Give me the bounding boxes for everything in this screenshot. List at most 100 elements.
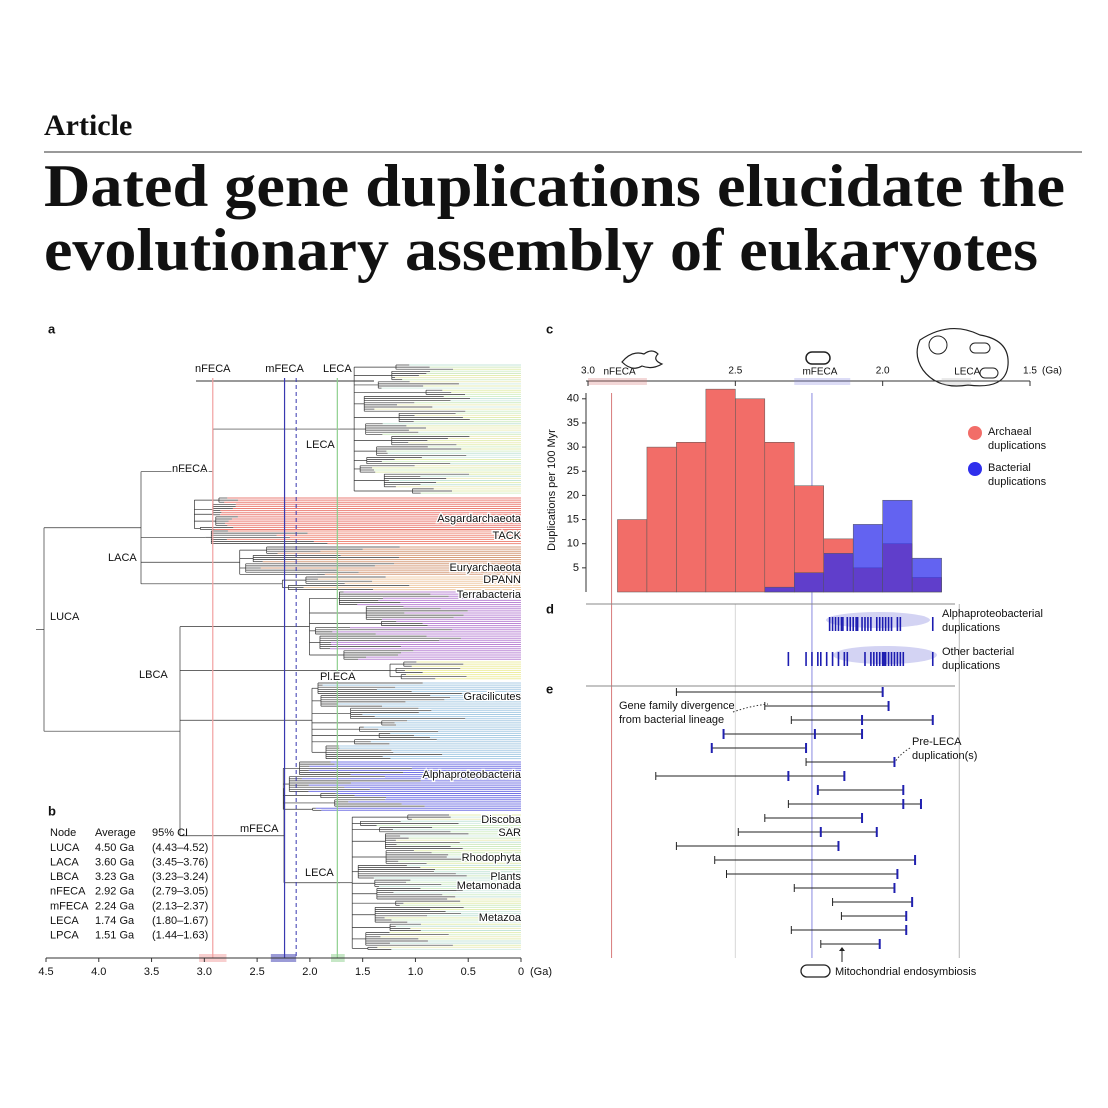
x-tick-label: 0.5 [461,966,476,978]
clade-label: Discoba [481,814,522,826]
histogram-bar [823,553,854,593]
legend-label: Bacterial duplications [988,462,1047,488]
histogram-bar [676,442,707,593]
node-label: LECA [306,439,335,451]
legend-swatch [968,462,982,476]
title-line: evolutionary assembly of eukaryotes [44,217,1038,283]
table-cell: nFECA [50,886,86,898]
x-tick-label: 2.0 [876,366,890,377]
ci-band [941,378,972,385]
node-label: LBCA [139,669,168,681]
table-cell: 1.51 Ga [95,930,135,942]
clade-label: Gracilicutes [464,691,522,703]
histogram-bar [794,572,824,593]
rug-label: Other bacterial duplications [942,646,1015,672]
x-tick-label: 1.5 [355,966,370,978]
node-label: LUCA [50,611,80,623]
x-tick-label: 2.5 [728,366,742,377]
histogram-bar [646,446,677,593]
bacterium-icon [805,351,831,365]
clade-label: TACK [492,530,521,542]
ci-band [794,378,851,385]
table-cell: LACA [50,857,79,869]
x-tick-label: 1.5 [1023,366,1037,377]
x-tick-label: 1.0 [408,966,423,978]
clade-label: SAR [498,827,521,839]
mitochondrion-icon [979,367,999,379]
y-tick-label: 25 [567,465,579,477]
x-tick-label: 3.0 [581,366,595,377]
clade-label: Terrabacteria [457,589,522,601]
panel-label: d [546,601,554,616]
clade-label: Asgardarchaeota [437,513,522,525]
table-cell: 2.24 Ga [95,900,135,912]
arrowhead [839,947,845,951]
node-age-label: LECA [323,363,352,375]
histogram-bar [911,557,942,593]
clade-label: Alphaproteobacteria [423,769,522,781]
y-tick-label: 35 [567,417,579,429]
panel-label: a [48,321,56,336]
table-cell: 4.50 Ga [95,842,135,854]
mitochondrion-icon [800,964,831,978]
histogram-bar [764,442,795,593]
clade-label: Metazoa [479,912,522,924]
histogram-bar [764,586,795,593]
node-age-label: mFECA [265,363,304,375]
table-cell: 3.23 Ga [95,871,135,883]
annotation: Mitochondrial endosymbiosis [835,966,977,978]
y-tick-label: 10 [567,538,579,550]
histogram-bar [705,388,736,593]
leader-line [894,747,911,763]
clade-label: Metamonada [457,880,522,892]
table-cell: (1.44–1.63) [152,930,208,942]
panel-label: e [546,681,553,696]
y-axis-title: Duplications per 100 Myr [546,429,558,551]
node-age-label: nFECA [603,367,636,378]
table-cell: (2.79–3.05) [152,886,208,898]
panel-label: b [48,803,56,818]
node-label: LECA [305,867,334,879]
table-cell: (4.43–4.52) [152,842,208,854]
clade-label: DPANN [483,574,521,586]
table-cell: LUCA [50,842,80,854]
clade-label: Rhodophyta [462,852,522,864]
table-cell: 2.92 Ga [95,886,135,898]
x-tick-label: 4.0 [91,966,106,978]
x-unit: (Ga) [1042,366,1062,377]
table-cell: 1.74 Ga [95,915,135,927]
article-label: Article [44,109,132,142]
x-tick-label: 3.5 [144,966,159,978]
y-tick-label: 40 [567,393,579,405]
x-tick-label: 2.5 [249,966,264,978]
nucleus-icon [928,335,948,355]
legend-label: Archaeal duplications [988,426,1047,452]
histogram-bar [852,524,883,593]
x-tick-label: 3.0 [197,966,212,978]
node-label: mFECA [240,823,279,835]
annotation: Gene family divergence from bacterial li… [619,700,735,726]
histogram-bar [735,398,766,593]
table-cell: LPCA [50,930,79,942]
x-unit: (Ga) [530,966,552,978]
node-age-label: LECA [954,367,980,378]
panel-label: c [546,321,553,336]
table-cell: mFECA [50,900,89,912]
node-label: LACA [108,552,137,564]
clade-label: Plants [490,871,521,883]
node-label: nFECA [172,463,208,475]
ci-band [588,378,647,385]
x-tick-label: 4.5 [38,966,53,978]
y-tick-label: 15 [567,513,579,525]
y-tick-label: 5 [573,562,579,574]
rug-label: Alphaproteobacterial duplications [942,608,1043,634]
table-cell: LECA [50,915,79,927]
y-tick-label: 20 [567,489,579,501]
annotation: Pre-LECA duplication(s) [912,736,978,762]
table-header: Average [95,827,136,839]
density [826,612,930,628]
x-tick-label: 2.0 [302,966,317,978]
table-header: 95% CI [152,827,188,839]
